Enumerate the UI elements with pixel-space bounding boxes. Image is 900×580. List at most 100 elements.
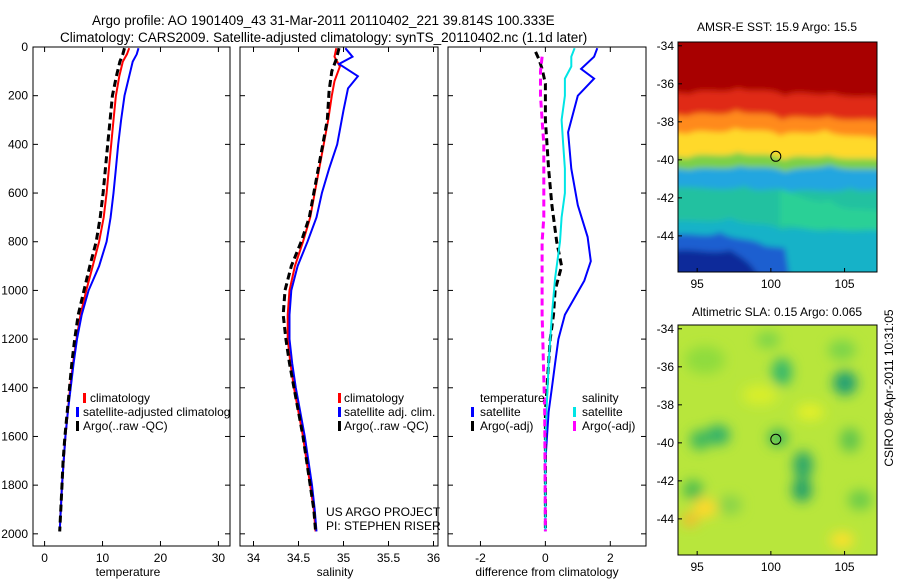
legend-swatch-temp-satellite: [471, 407, 474, 417]
series-line-3: [281, 47, 341, 532]
y-tick-label: 1600: [1, 429, 28, 443]
temperature-panel: 0 10 20 30 0 200 400 600 800 1000 1200 1400 1600 1800…: [1, 40, 231, 579]
y-tick-label: 1400: [1, 381, 28, 395]
y-tick-label: 1200: [1, 332, 28, 346]
temperature-legend: climatology satellite-adjusted climatolo…: [76, 391, 230, 433]
sla-map-panel: Altimetric SLA: 0.15 Argo: 0.065: [657, 305, 878, 574]
legend-label-argo: Argo(..raw -QC): [83, 419, 168, 433]
map-y-tick-label: -34: [657, 39, 675, 53]
legend-swatch-satellite: [338, 407, 341, 417]
map-y-tick-label: -44: [657, 229, 675, 243]
y-tick-label: 1800: [1, 478, 28, 492]
header-line1: Argo profile: AO 1901409_43 31-Mar-2011 …: [92, 13, 555, 28]
series-line-1: [286, 47, 341, 532]
legend-swatch-sal-argo: [573, 421, 576, 431]
map-y-tick-label: -36: [657, 77, 675, 91]
y-tick-label: 400: [8, 137, 28, 151]
salinity-legend: climatology satellite adj. clim. Argo(..…: [338, 391, 435, 433]
legend-swatch-sal-satellite: [573, 407, 576, 417]
map-y-tick-label: -42: [657, 474, 675, 488]
x-tick-label: 35: [337, 551, 351, 565]
map-y-tick-label: -42: [657, 191, 675, 205]
sla-heatmap: [678, 325, 877, 555]
sst-argo-location-marker: [770, 150, 782, 162]
sla-map-title: Altimetric SLA: 0.15 Argo: 0.065: [692, 305, 862, 319]
legend-label-satellite: satellite adj. clim.: [344, 405, 435, 419]
legend-label-climatology: climatology: [90, 391, 150, 405]
map-y-tick-label: -40: [657, 436, 675, 450]
map-x-tick-label: 95: [690, 277, 704, 291]
legend-label-temp-argo: Argo(-adj): [480, 419, 533, 433]
x-tick-label: 30: [212, 551, 226, 565]
x-tick-label: 2: [607, 551, 614, 565]
x-tick-label: 0: [41, 551, 48, 565]
y-tick-label: 200: [8, 89, 28, 103]
sla-map-frame: [677, 324, 878, 556]
x-tick-label: 10: [96, 551, 110, 565]
series-line-2: [534, 51, 564, 532]
map-y-tick-label: -38: [657, 115, 675, 129]
legend-swatch-argo: [338, 421, 341, 431]
series-line-1: [58, 47, 131, 532]
map-x-tick-label: 100: [761, 277, 781, 291]
map-y-tick-label: -36: [657, 360, 675, 374]
sst-heatmap: [678, 42, 877, 272]
map-x-tick-label: 95: [690, 560, 704, 574]
temperature-axes-frame: [32, 46, 231, 547]
legend-header-temperature: temperature: [480, 391, 545, 405]
legend-swatch-climatology: [338, 393, 341, 403]
sst-map-panel: AMSR-E SST: 15.9 Argo: 15.5: [657, 20, 878, 291]
x-tick-label: 20: [154, 551, 168, 565]
temperature-xlabel: temperature: [96, 565, 161, 579]
legend-swatch-climatology: [83, 393, 86, 403]
legend-label-sal-satellite: satellite: [582, 405, 623, 419]
difference-axes-frame: [447, 46, 647, 547]
x-tick-label: 0: [542, 551, 549, 565]
y-tick-label: 2000: [1, 527, 28, 541]
sla-argo-location-marker: [770, 433, 782, 445]
x-tick-label: 36: [427, 551, 441, 565]
x-tick-label: 35.5: [377, 551, 401, 565]
series-line-2: [58, 47, 140, 532]
y-tick-label: 0: [21, 40, 28, 54]
project-annotation-line1: US ARGO PROJECT: [326, 505, 441, 519]
legend-label-satellite: satellite-adjusted climatolog: [83, 405, 230, 419]
sst-map-frame: [677, 41, 878, 273]
salinity-panel: 34 34.5 35 35.5 36 salinity climatology sate…: [239, 46, 441, 579]
legend-label-sal-argo: Argo(-adj): [582, 419, 635, 433]
difference-panel: -2 0 2 difference from climatology tempera…: [447, 46, 647, 579]
salinity-xlabel: salinity: [317, 565, 354, 579]
y-tick-label: 800: [8, 235, 28, 249]
header-line2: Climatology: CARS2009. Satellite-adjuste…: [60, 30, 587, 45]
legend-swatch-satellite: [76, 407, 79, 417]
y-tick-label: 1000: [1, 283, 28, 297]
series-line-3: [544, 47, 576, 532]
project-annotation-line2: PI: STEPHEN RISER: [326, 519, 441, 533]
salinity-axes-frame: [239, 46, 439, 547]
map-x-tick-label: 105: [835, 277, 855, 291]
map-y-tick-label: -38: [657, 398, 675, 412]
timestamp-stamp: CSIRO 08-Apr-2011 10:31:05: [882, 309, 896, 467]
legend-label-argo: Argo(..raw -QC): [344, 419, 429, 433]
legend-header-salinity: salinity: [582, 391, 619, 405]
map-y-tick-label: -34: [657, 322, 675, 336]
x-tick-label: -2: [475, 551, 486, 565]
map-x-tick-label: 105: [835, 560, 855, 574]
map-y-tick-label: -40: [657, 153, 675, 167]
legend-label-temp-satellite: satellite: [480, 405, 521, 419]
series-line-3: [58, 47, 126, 532]
y-tick-label: 600: [8, 186, 28, 200]
series-line-2: [288, 47, 360, 532]
legend-swatch-temp-argo: [471, 421, 474, 431]
sst-map-title: AMSR-E SST: 15.9 Argo: 15.5: [697, 20, 857, 34]
difference-legend: temperature satellite Argo(-adj) salinit…: [471, 391, 635, 433]
x-tick-label: 34.5: [287, 551, 311, 565]
legend-swatch-argo: [76, 421, 79, 431]
legend-label-climatology: climatology: [344, 391, 404, 405]
map-x-tick-label: 100: [761, 560, 781, 574]
difference-xlabel: difference from climatology: [475, 565, 618, 579]
map-y-tick-label: -44: [657, 512, 675, 526]
x-tick-label: 34: [247, 551, 261, 565]
series-line-4: [539, 56, 547, 532]
